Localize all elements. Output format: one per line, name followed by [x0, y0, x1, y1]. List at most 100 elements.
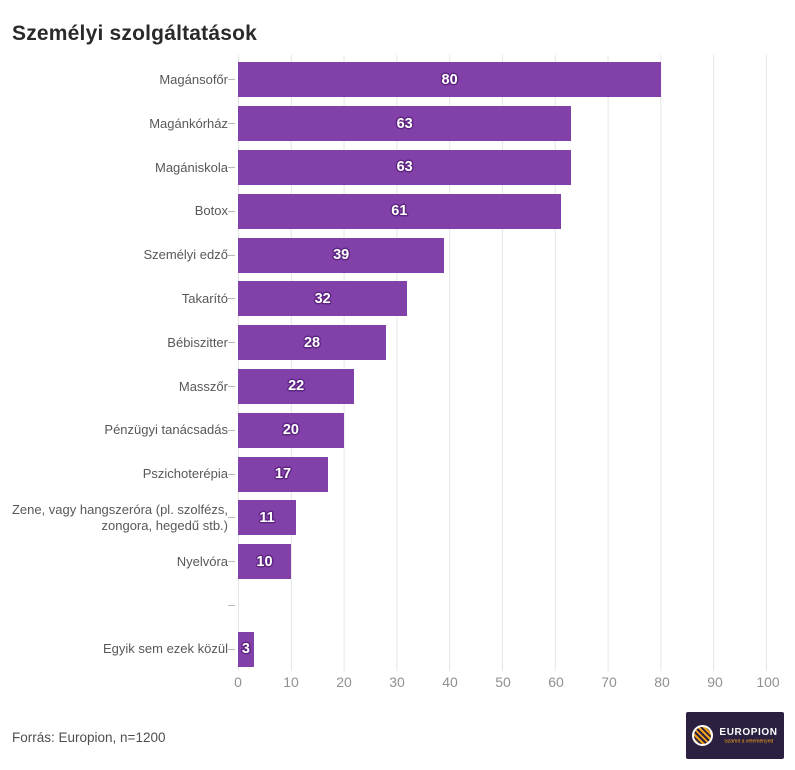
source-note: Forrás: Europion, n=1200: [12, 730, 166, 745]
bar-area: 10: [238, 540, 767, 584]
x-axis-tick-label: 20: [336, 674, 352, 690]
chart-row: Magánkórház 63: [0, 102, 795, 146]
bar-area: 22: [238, 365, 767, 409]
x-axis-tick-label: 0: [234, 674, 242, 690]
bar: 61: [238, 193, 561, 229]
chart-row: Pszichoterépia 17: [0, 452, 795, 496]
category-label: Pénzügyi tanácsadás: [104, 422, 228, 438]
x-axis-tick-label: 70: [601, 674, 617, 690]
bar-area: 3: [238, 627, 767, 671]
chart-row: Személyi edző 39: [0, 233, 795, 277]
bar-area: 20: [238, 408, 767, 452]
category-label: Botox: [194, 203, 228, 219]
x-axis-tick-label: 100: [756, 674, 780, 690]
category-tick: [228, 210, 235, 212]
bar-value-label: 3: [241, 641, 250, 658]
bar-area: 63: [238, 102, 767, 146]
europion-logo-text: EUROPION Számít a véleményed: [719, 727, 777, 745]
category-tick: [228, 79, 235, 81]
bar: 3: [238, 631, 254, 667]
bar-area: 17: [238, 452, 767, 496]
chart-row: [0, 584, 795, 628]
bar-value-label: 39: [333, 247, 350, 264]
category-label: Masszőr: [178, 378, 228, 394]
category-tick: [228, 561, 235, 563]
x-axis-tick-label: 40: [442, 674, 458, 690]
bar-value-label: 10: [256, 553, 273, 570]
category-tick: [228, 166, 235, 168]
bar: 63: [238, 106, 572, 142]
category-label: Takarító: [181, 291, 228, 307]
bar-value-label: 61: [391, 203, 408, 220]
bar-value-label: 11: [259, 509, 275, 526]
bar: 17: [238, 456, 328, 492]
chart-row: Botox 61: [0, 189, 795, 233]
bar: 10: [238, 544, 291, 580]
chart-row: Egyik sem ezek közül 3: [0, 627, 795, 671]
x-axis-tick-label: 50: [495, 674, 511, 690]
category-tick: [228, 298, 235, 300]
bar-value-label: 63: [396, 115, 413, 132]
bar: 32: [238, 281, 408, 317]
category-tick: [228, 254, 235, 256]
bar-value-label: 17: [274, 466, 292, 483]
bar-area: 61: [238, 189, 767, 233]
bar-area: 11: [238, 496, 767, 540]
bar: 63: [238, 149, 572, 185]
chart-row: Bébiszitter 28: [0, 321, 795, 365]
category-label: Zene, vagy hangszeróra (pl. szolfézs, zo…: [11, 502, 228, 533]
bar: 11: [238, 500, 297, 536]
category-label: Egyik sem ezek közül: [103, 641, 228, 657]
category-tick: [228, 648, 235, 650]
category-label: Magániskola: [155, 159, 228, 175]
europion-logo: EUROPION Számít a véleményed: [686, 712, 784, 759]
bar-value-label: 63: [396, 159, 413, 176]
bar-area: 39: [238, 233, 767, 277]
chart-row: Magániskola 63: [0, 146, 795, 190]
bar-value-label: 28: [303, 334, 321, 351]
bar: 39: [238, 237, 445, 273]
europion-logo-tagline: Számít a véleményed: [723, 738, 774, 744]
bar: 28: [238, 325, 387, 361]
category-label: Magánsofőr: [159, 72, 228, 88]
x-axis-tick-label: 90: [707, 674, 723, 690]
bar-area: 28: [238, 321, 767, 365]
x-axis-tick-label: 30: [389, 674, 405, 690]
chart-row: Takarító 32: [0, 277, 795, 321]
x-axis-tick-label: 60: [548, 674, 564, 690]
bar-area: 32: [238, 277, 767, 321]
category-tick: [228, 604, 235, 606]
chart-row: Pénzügyi tanácsadás 20: [0, 408, 795, 452]
category-tick: [228, 123, 235, 125]
category-tick: [228, 342, 235, 344]
category-label: Nyelvóra: [176, 553, 228, 569]
europion-logo-icon: [692, 725, 714, 746]
category-label: Magánkórház: [149, 115, 228, 131]
europion-logo-name: EUROPION: [719, 726, 778, 738]
category-label: Bébiszitter: [167, 334, 228, 350]
category-label: Pszichoterépia: [142, 466, 228, 482]
bar-area: 63: [238, 146, 767, 190]
chart-rows: Magánsofőr 80 Magánkórház 63 Magániskola 63 Bo…: [0, 58, 795, 671]
bar-area: 80: [238, 58, 767, 102]
bar-value-label: 80: [441, 71, 458, 88]
category-tick: [228, 429, 235, 431]
chart-row: Nyelvóra 10: [0, 540, 795, 584]
category-tick: [228, 385, 235, 387]
bar-value-label: 32: [314, 290, 331, 307]
bar: 80: [238, 62, 662, 98]
category-tick: [228, 473, 235, 475]
chart-row: Zene, vagy hangszeróra (pl. szolfézs, zo…: [0, 496, 795, 540]
bar-value-label: 20: [282, 422, 299, 439]
bar: 20: [238, 412, 344, 448]
bar: 22: [238, 368, 355, 404]
chart-title: Személyi szolgáltatások: [12, 22, 258, 46]
x-axis-tick-label: 80: [654, 674, 670, 690]
bar-area: [238, 584, 767, 628]
x-axis: 0 10 20 30 40 50 60 70 80 90 100: [234, 674, 780, 694]
bar-value-label: 22: [288, 378, 305, 395]
chart-row: Masszőr 22: [0, 365, 795, 409]
x-axis-tick-label: 10: [283, 674, 299, 690]
category-tick: [228, 517, 235, 519]
category-label: Személyi edző: [143, 247, 228, 263]
